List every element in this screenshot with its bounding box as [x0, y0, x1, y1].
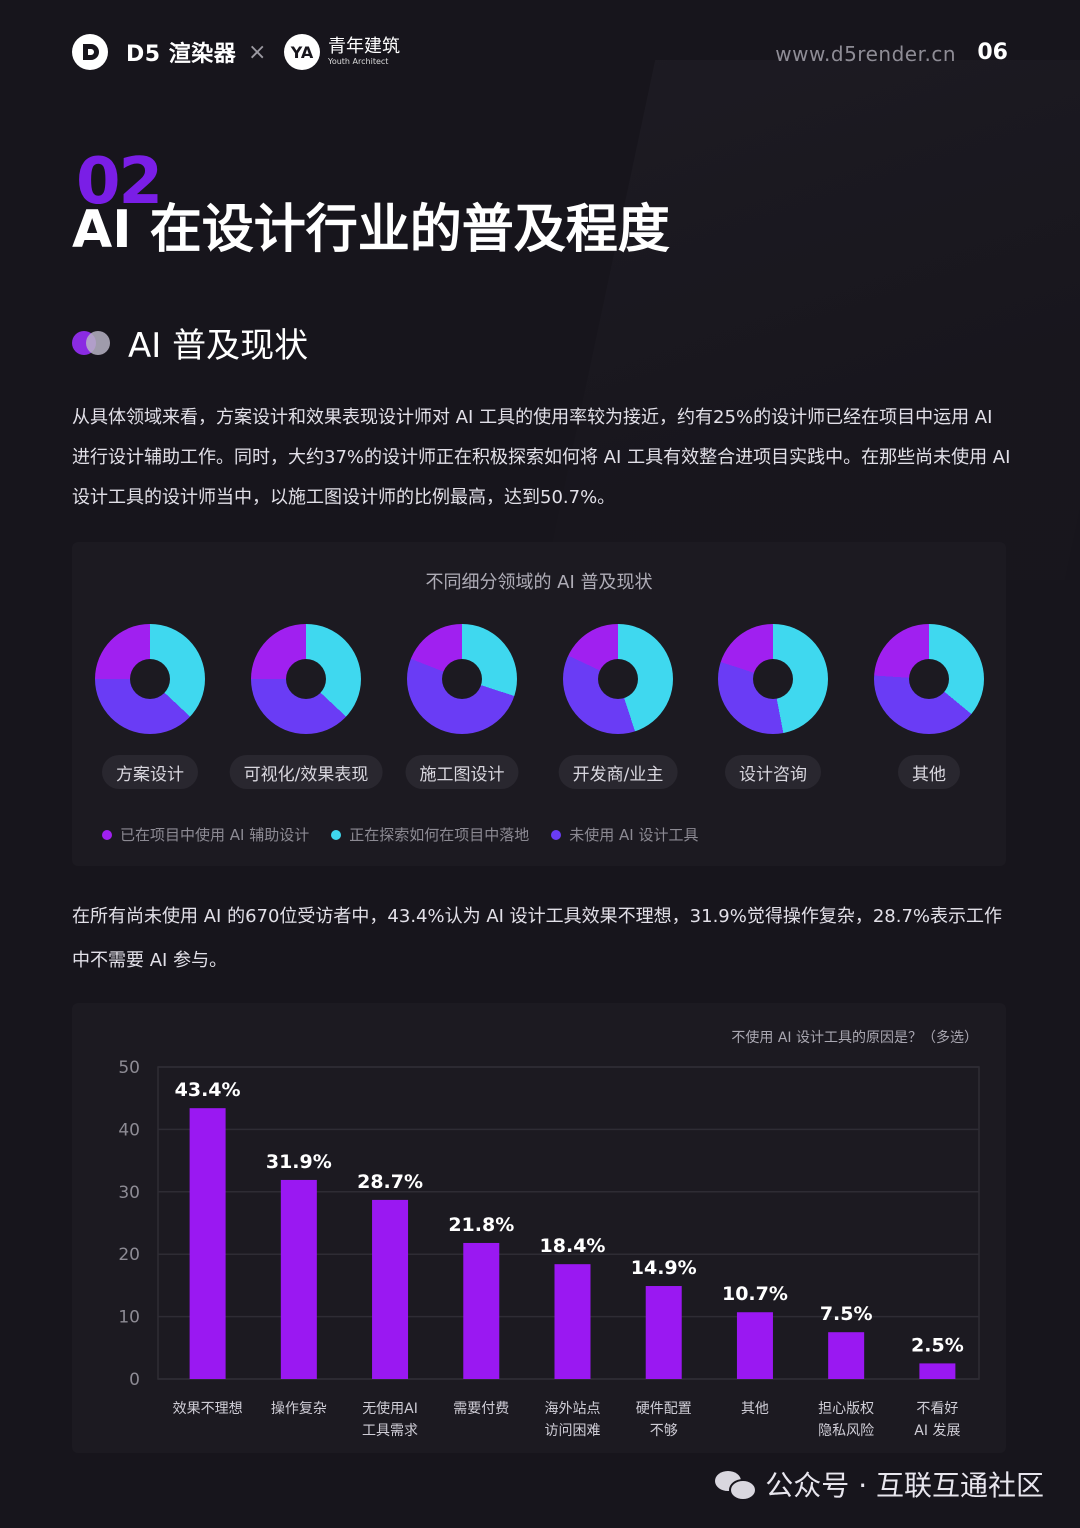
page-number: 06 — [977, 40, 1008, 65]
bar — [463, 1242, 500, 1379]
donut-chart-4 — [563, 624, 673, 734]
x-category-label: 隐私风险 — [818, 1423, 874, 1439]
x-category-label: 其他 — [741, 1401, 769, 1417]
wechat-icon — [715, 1469, 758, 1501]
bar — [645, 1286, 682, 1379]
donut-chart-2 — [251, 624, 361, 734]
brand-name: D5 渲染器 — [126, 42, 237, 67]
bar-value-label: 14.9% — [631, 1257, 697, 1279]
x-category-label: 工具需求 — [362, 1423, 418, 1439]
bar-value-label: 2.5% — [911, 1334, 964, 1356]
bar-chart: 0 10 20 30 40 50 43.4% 效果不理想 31.9% 操作复杂 28.7% 无使用AI… — [118, 1058, 980, 1439]
partner-logo-icon: YA — [284, 34, 320, 70]
donut-panel-title: 不同细分领域的 AI 普及现状 — [425, 572, 653, 593]
bar — [372, 1199, 409, 1379]
intro-paragraph: 从具体领域来看，方案设计和效果表现设计师对 AI 工具的使用率较为接近，约有25… — [72, 407, 1011, 508]
legend-dot — [331, 829, 342, 840]
bar — [828, 1332, 865, 1379]
donut-category-label: 施工图设计 — [405, 755, 519, 789]
legend-item: 已在项目中使用 AI 辅助设计 — [102, 824, 309, 845]
footer-text: 公众号 · 互联互通社区 — [765, 1469, 1044, 1502]
page-title: AI 在设计行业的普及程度 — [72, 200, 670, 260]
partner-name-en: Youth Architect — [328, 57, 389, 66]
x-category-label: 效果不理想 — [173, 1401, 243, 1417]
donut-legend: 已在项目中使用 AI 辅助设计 正在探索如何在项目中落地 未使用 AI 设计工具 — [102, 824, 720, 845]
donut-category-label: 方案设计 — [102, 755, 198, 789]
footer: 公众号 · 互联互通社区 — [715, 1464, 1044, 1504]
y-tick-label: 30 — [118, 1183, 140, 1203]
section-number: 02 — [76, 145, 163, 219]
findings-paragraph: 在所有尚未使用 AI 的670位受访者中，43.4%认为 AI 设计工具效果不理… — [72, 906, 1003, 971]
cross-symbol: × — [248, 40, 267, 65]
x-category-label: 操作复杂 — [271, 1400, 327, 1417]
youth-architect-logo: YA 青年建筑 Youth Architect — [284, 34, 400, 70]
y-tick-label: 50 — [118, 1058, 140, 1078]
subsection-heading: AI 普及现状 — [72, 318, 308, 367]
y-tick-label: 20 — [118, 1245, 140, 1265]
legend-dot — [102, 829, 112, 840]
x-category-label: 海外站点 — [545, 1401, 601, 1417]
donut-panel: 不同细分领域的 AI 普及现状 方案设计 可视化/效果表现 施工图设计 开发商/业主 设… — [72, 542, 1006, 866]
donut-chart-5 — [718, 624, 828, 734]
subsection-title: AI 普及现状 — [128, 326, 309, 366]
x-category-label: 无使用AI — [362, 1400, 418, 1417]
bar-value-label: 21.8% — [448, 1214, 514, 1236]
bar — [189, 1108, 226, 1379]
x-category-label: 硬件配置 — [636, 1401, 692, 1417]
y-tick-label: 10 — [118, 1308, 140, 1328]
d5-logo-icon — [72, 34, 108, 70]
legend-item: 正在探索如何在项目中落地 — [331, 824, 529, 845]
bar — [736, 1312, 773, 1379]
x-category-label: 担心版权 — [818, 1401, 874, 1417]
bar-value-label: 43.4% — [175, 1079, 241, 1101]
legend-label: 未使用 AI 设计工具 — [569, 826, 699, 844]
donut-category-label: 其他 — [898, 755, 960, 789]
bar — [554, 1264, 591, 1379]
bar-chart-title: 不使用 AI 设计工具的原因是？（多选） — [731, 1030, 978, 1046]
donut-chart-1 — [95, 624, 205, 734]
bar-value-label: 7.5% — [820, 1303, 873, 1325]
d5-logo: D5 渲染器 — [72, 34, 236, 70]
x-category-label: 不看好 — [916, 1401, 958, 1417]
bar — [919, 1363, 956, 1379]
bar — [280, 1179, 317, 1379]
legend-dot — [551, 829, 562, 840]
bar-value-label: 10.7% — [722, 1283, 788, 1305]
legend-item: 未使用 AI 设计工具 — [551, 824, 698, 845]
bar-value-label: 18.4% — [540, 1235, 606, 1257]
legend-label: 正在探索如何在项目中落地 — [349, 826, 530, 844]
bar-value-label: 28.7% — [357, 1171, 423, 1193]
bar-chart-panel: 0 10 20 30 40 50 43.4% 效果不理想 31.9% 操作复杂 28.7% 无使用AI… — [72, 1003, 1006, 1453]
header: D5 渲染器 × YA 青年建筑 Youth Architect www.d5r… — [72, 30, 1008, 78]
x-category-label: AI 发展 — [914, 1423, 960, 1439]
website: www.d5render.cn — [775, 42, 956, 66]
x-category-label: 不够 — [650, 1423, 678, 1439]
donut-chart-3 — [407, 624, 517, 734]
partner-name-cn: 青年建筑 — [328, 36, 400, 57]
x-category-label: 需要付费 — [453, 1401, 509, 1417]
donut-chart-6 — [874, 624, 984, 734]
y-tick-label: 0 — [129, 1370, 140, 1390]
x-category-label: 访问困难 — [545, 1423, 601, 1439]
donut-category-label: 设计咨询 — [725, 755, 821, 789]
donut-category-label: 可视化/效果表现 — [229, 755, 383, 789]
bullet-dots-icon — [72, 330, 112, 355]
y-tick-label: 40 — [118, 1120, 140, 1140]
bar-value-label: 31.9% — [266, 1151, 332, 1173]
legend-label: 已在项目中使用 AI 辅助设计 — [120, 826, 310, 844]
donut-category-label: 开发商/业主 — [558, 755, 678, 789]
